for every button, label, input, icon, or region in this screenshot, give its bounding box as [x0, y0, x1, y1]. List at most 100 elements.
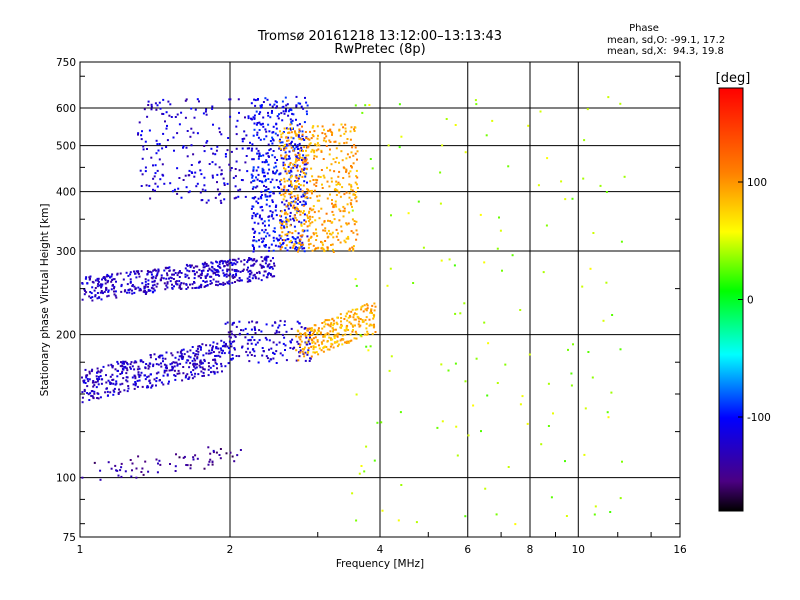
data-point — [257, 166, 260, 169]
data-point — [112, 378, 115, 381]
data-point — [300, 195, 303, 198]
data-point — [111, 373, 114, 376]
data-point — [273, 166, 276, 169]
data-point — [274, 230, 276, 233]
data-point — [584, 407, 587, 410]
data-point — [182, 372, 185, 375]
data-point — [336, 323, 339, 326]
data-point — [214, 196, 217, 199]
data-point — [184, 174, 187, 177]
data-point — [107, 275, 110, 277]
data-point — [200, 286, 203, 289]
colorbar-label: [deg] — [716, 71, 751, 86]
data-point — [311, 192, 313, 195]
data-point — [253, 258, 256, 261]
data-point — [273, 227, 276, 230]
data-point — [196, 356, 199, 359]
data-point — [203, 360, 206, 363]
data-point — [204, 277, 207, 279]
x-axis-ticks: 1 2 4 6 8 10 16 — [77, 532, 687, 556]
data-point — [325, 140, 327, 143]
data-point — [141, 130, 143, 133]
data-point — [234, 263, 237, 266]
data-point — [290, 182, 293, 185]
data-point — [299, 174, 301, 176]
data-point — [303, 139, 306, 141]
data-point — [178, 271, 181, 274]
data-point — [223, 265, 226, 267]
data-point — [163, 369, 166, 372]
data-point — [323, 335, 326, 338]
data-point — [278, 341, 281, 344]
data-point — [152, 275, 155, 278]
data-point — [180, 111, 183, 114]
data-point — [243, 263, 246, 266]
data-point — [267, 111, 269, 114]
data-point — [291, 246, 294, 249]
data-point — [304, 156, 307, 159]
data-point — [225, 343, 227, 346]
data-point — [255, 169, 258, 172]
data-point — [81, 391, 84, 394]
data-point — [231, 455, 234, 458]
data-point — [216, 188, 219, 191]
data-point — [286, 213, 289, 216]
data-point — [237, 257, 240, 260]
data-point — [236, 119, 239, 122]
data-point — [280, 243, 283, 246]
data-point — [284, 233, 287, 236]
data-point — [279, 242, 282, 245]
data-point — [234, 281, 236, 283]
data-point — [349, 138, 352, 141]
data-point — [209, 366, 212, 369]
data-point — [156, 185, 159, 188]
data-point — [156, 282, 159, 285]
data-point — [372, 326, 375, 329]
data-point — [133, 270, 135, 273]
data-point — [163, 282, 166, 285]
data-point — [246, 342, 249, 345]
data-point — [308, 360, 311, 362]
data-point — [156, 143, 159, 146]
data-point — [389, 267, 392, 270]
data-point — [233, 269, 236, 272]
data-point — [180, 349, 183, 352]
data-point — [331, 338, 334, 341]
stats-o-line: mean, sd,O: -99.1, 17.2 — [607, 35, 725, 46]
data-point — [252, 169, 255, 172]
data-point — [280, 224, 283, 227]
data-point — [218, 283, 221, 286]
data-point — [138, 367, 141, 370]
data-point — [294, 200, 297, 203]
data-point — [150, 105, 153, 108]
data-point — [106, 387, 108, 390]
data-point — [289, 123, 292, 126]
data-point — [258, 113, 261, 115]
data-point — [282, 193, 285, 196]
data-point — [320, 240, 322, 243]
data-point — [332, 213, 335, 216]
data-point — [244, 336, 247, 339]
y-tick-label: 750 — [56, 57, 76, 69]
data-point — [148, 184, 151, 187]
data-point — [203, 262, 206, 265]
data-point — [311, 175, 314, 178]
data-point — [261, 171, 264, 174]
data-point — [321, 223, 324, 226]
data-point — [355, 313, 358, 316]
data-point — [304, 131, 307, 133]
data-point — [283, 127, 286, 130]
data-point — [370, 324, 373, 327]
data-point — [381, 509, 384, 512]
data-point — [233, 460, 236, 463]
data-point — [412, 282, 415, 284]
data-point — [372, 317, 375, 320]
data-point — [249, 338, 252, 341]
data-point — [126, 291, 128, 294]
data-point — [259, 263, 262, 266]
y-tick-label: 600 — [56, 103, 76, 115]
data-point — [307, 137, 310, 140]
data-point — [354, 197, 357, 200]
data-point — [288, 157, 291, 160]
data-point — [129, 459, 132, 461]
